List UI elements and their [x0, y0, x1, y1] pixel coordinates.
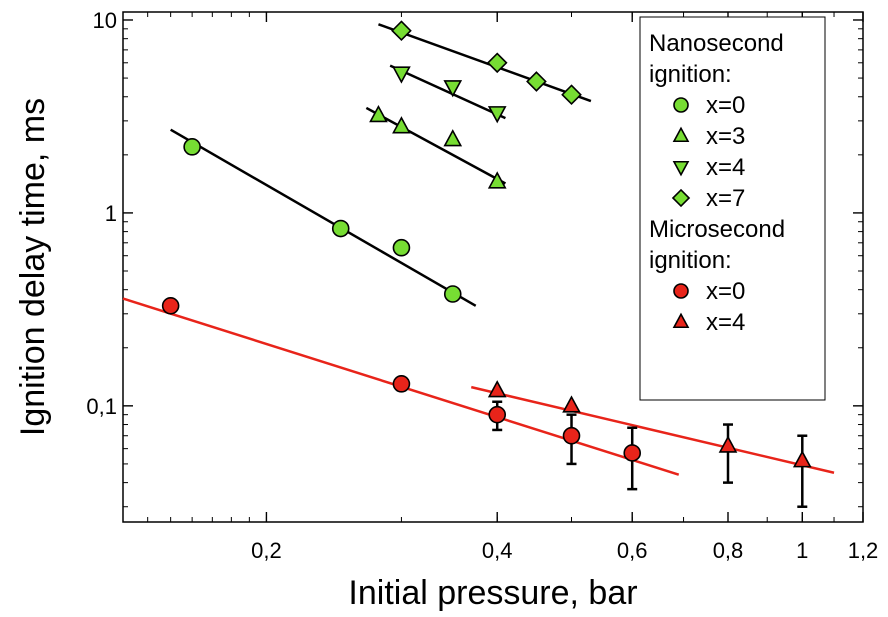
y-tick-label: 10	[93, 8, 117, 33]
legend-entry-label: x=4	[706, 309, 745, 336]
legend-group-heading: ignition:	[649, 247, 732, 274]
x-tick-label: 1,2	[848, 538, 879, 563]
data-point	[487, 380, 507, 398]
x-tick-label: 0,2	[251, 538, 282, 563]
data-markers	[161, 20, 812, 468]
y-tick-label: 1	[105, 201, 117, 226]
data-point	[443, 129, 463, 147]
data-point	[562, 426, 581, 445]
fit-line	[365, 106, 507, 185]
data-point	[623, 444, 642, 462]
data-point	[331, 219, 350, 238]
data-point	[488, 405, 507, 424]
data-point	[718, 435, 738, 453]
data-point	[486, 52, 508, 74]
data-point	[526, 71, 547, 92]
data-point	[369, 104, 388, 123]
legend-marker	[672, 126, 690, 143]
data-point	[443, 80, 463, 98]
y-axis-title: Ignition delay time, ms	[14, 98, 52, 436]
legend-entry-label: x=7	[706, 185, 745, 212]
x-tick-label: 0,6	[617, 538, 648, 563]
legend-marker	[673, 97, 689, 113]
plot-frame	[122, 11, 864, 523]
legend-group-heading: Nanosecond	[649, 30, 784, 57]
x-axis: 0,2 0,4 0,6 0,8 1 1,2	[122, 12, 879, 563]
data-point	[487, 106, 507, 124]
legend-entry-label: x=0	[706, 278, 745, 305]
legend-marker	[671, 188, 691, 208]
fit-line	[378, 23, 592, 103]
fit-line	[389, 64, 506, 120]
data-point	[183, 138, 201, 156]
legend-entry-label: x=3	[706, 123, 745, 150]
legend-group-heading: Microsecond	[649, 216, 785, 243]
data-point	[392, 66, 411, 84]
legend-group-heading: ignition:	[649, 61, 732, 88]
legend: Nanosecond ignition: x=0 x=3 x=4 x=7 Microseco…	[639, 16, 826, 401]
legend-entry-label: x=4	[706, 154, 745, 181]
data-point	[392, 116, 411, 134]
x-tick-label: 1	[796, 538, 808, 563]
data-point	[392, 375, 411, 393]
x-axis-title: Initial pressure, bar	[348, 574, 637, 612]
y-axis: 0,1 1 10	[86, 8, 863, 508]
data-point	[562, 395, 581, 413]
fit-line	[170, 128, 477, 307]
error-bars	[492, 400, 808, 508]
y-tick-label: 0,1	[86, 394, 117, 419]
data-point	[161, 297, 180, 315]
fit-line	[470, 385, 835, 474]
data-point	[392, 238, 411, 257]
x-tick-label: 0,8	[713, 538, 744, 563]
data-point	[792, 450, 812, 468]
data-point	[443, 285, 462, 303]
data-point	[561, 84, 582, 106]
legend-marker	[672, 160, 690, 177]
legend-marker	[673, 283, 689, 299]
legend-box	[639, 16, 826, 401]
legend-marker	[672, 312, 690, 329]
data-point	[487, 171, 507, 189]
legend-entry-label: x=0	[706, 92, 745, 119]
x-tick-label: 0,4	[482, 538, 513, 563]
data-point	[391, 20, 412, 42]
